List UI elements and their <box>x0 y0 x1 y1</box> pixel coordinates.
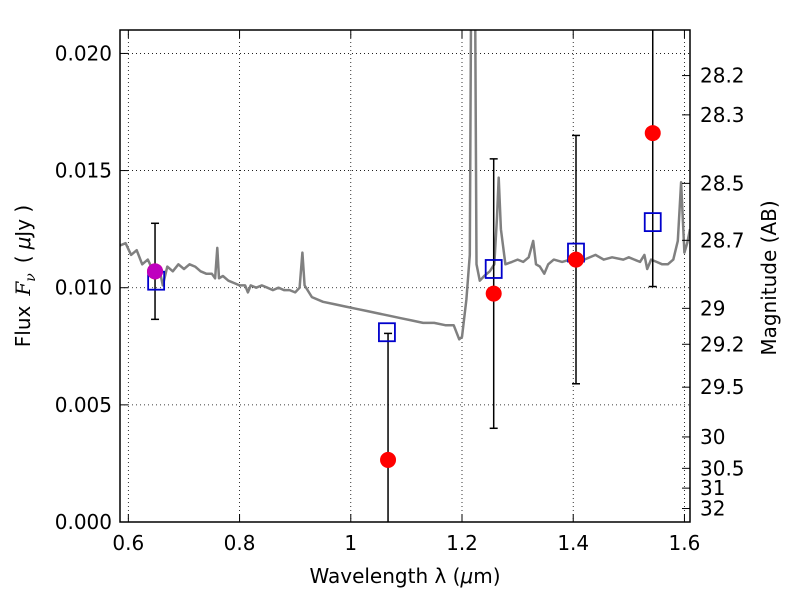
x-tick-label: 1.4 <box>557 531 589 555</box>
ticks <box>120 30 690 523</box>
observed-point <box>568 251 584 268</box>
secondary-y-axis-label: Magnitude (AB) <box>757 200 781 355</box>
x-tick-label: 1 <box>344 531 357 555</box>
magnitude-tick-label: 29 <box>700 296 725 320</box>
model-square-marker <box>484 259 503 279</box>
magnitude-tick-label: 31 <box>700 476 725 500</box>
y-tick-label: 0.010 <box>55 276 112 300</box>
y-tick-labels: 0.000 0.005 0.010 0.015 0.020 <box>55 41 112 534</box>
x-tick-label: 0.8 <box>224 531 256 555</box>
x-tick-labels: 0.6 0.8 1 1.2 1.4 1.6 <box>112 531 700 555</box>
y-tick-label: 0.005 <box>55 393 112 417</box>
magnitude-tick-label: 29.2 <box>700 332 745 356</box>
observed-point <box>380 451 397 468</box>
observed-photometry <box>147 125 661 468</box>
model-square-marker <box>378 322 396 343</box>
observed-point <box>644 125 661 142</box>
model-square-marker <box>643 212 662 233</box>
x-tick-label: 1.2 <box>446 531 478 555</box>
y-tick-label: 0.000 <box>55 510 112 534</box>
y-axis-label: FluxFν(μJy ) <box>11 205 39 347</box>
spectrum-line <box>120 30 690 341</box>
x-tick-label: 0.6 <box>112 531 144 555</box>
model-spectrum <box>120 30 690 341</box>
y-tick-label: 0.020 <box>55 41 112 65</box>
plot-frame <box>119 29 691 523</box>
magnitude-tick-label: 29.5 <box>700 375 745 399</box>
magnitude-tick-label: 30 <box>700 425 725 449</box>
magnitude-tick-label: 32 <box>700 497 725 521</box>
magnitude-tick-label: 28.5 <box>700 171 745 195</box>
x-axis-label: Wavelength λ (μm) <box>309 564 500 588</box>
x-tick-label: 1.6 <box>669 531 701 555</box>
magnitude-tick-label: 28.2 <box>700 64 745 88</box>
highlighted-point <box>147 263 164 280</box>
y-tick-label: 0.015 <box>55 159 112 183</box>
observed-point <box>485 285 502 302</box>
plot-area <box>120 30 690 522</box>
magnitude-tick-label: 28.3 <box>700 103 745 127</box>
magnitude-tick-label: 30.5 <box>700 456 745 480</box>
magnitude-tick-label: 28.7 <box>700 228 745 252</box>
